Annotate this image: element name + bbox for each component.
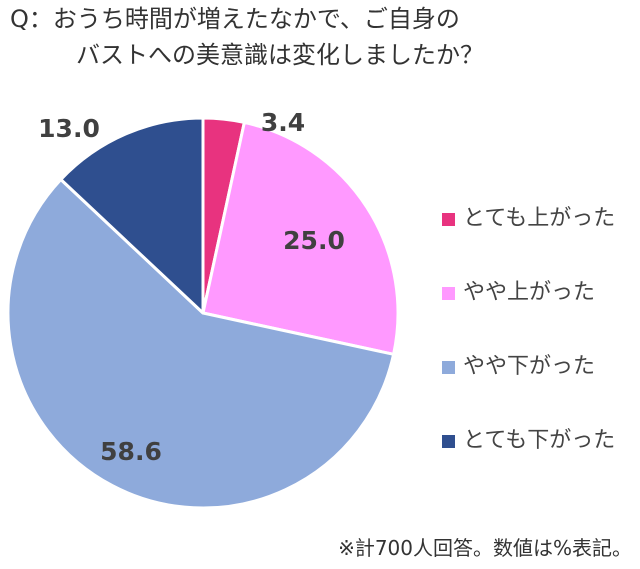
- legend-swatch: [442, 435, 455, 448]
- legend-swatch: [442, 287, 455, 300]
- legend-item: やや上がった: [442, 279, 615, 353]
- data-label: 25.0: [283, 226, 345, 255]
- legend-label: とても下がった: [463, 428, 616, 453]
- legend-swatch: [442, 213, 455, 226]
- legend: とても上がった やや上がった やや下がった とても下がった: [442, 205, 615, 501]
- pie-slice: [59, 116, 205, 315]
- question-line-2: バストへの美意識は変化しましたか？: [76, 41, 484, 69]
- pie-slice: [201, 120, 400, 356]
- data-label: 13.0: [38, 114, 100, 143]
- pie-slice: [6, 178, 396, 510]
- data-label: 58.6: [100, 437, 162, 466]
- data-label: 3.4: [261, 108, 305, 137]
- footnote: ※計700人回答。数値は%表記。: [338, 536, 632, 560]
- legend-label: とても上がった: [463, 206, 616, 231]
- legend-swatch: [442, 361, 455, 374]
- legend-item: やや下がった: [442, 353, 615, 427]
- legend-label: やや上がった: [463, 280, 596, 305]
- legend-label: やや下がった: [463, 354, 596, 379]
- question-line-1: Q：おうち時間が増えたなかで、ご自身の: [10, 5, 460, 33]
- legend-item: とても下がった: [442, 427, 615, 501]
- legend-item: とても上がった: [442, 205, 615, 279]
